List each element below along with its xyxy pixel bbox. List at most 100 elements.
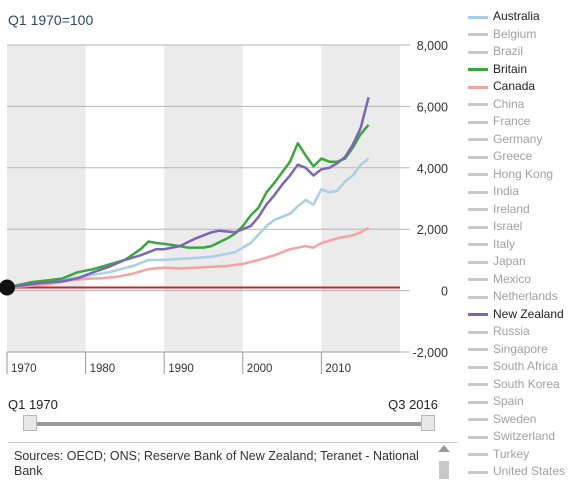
legend-swatch	[468, 348, 488, 351]
legend-label: Ireland	[493, 201, 530, 216]
legend-item[interactable]: Italy	[468, 236, 575, 254]
legend-item[interactable]: Singapore	[468, 341, 575, 359]
legend-swatch	[468, 400, 488, 404]
source-text: Sources: OECD; ONS; Reserve Bank of New …	[14, 449, 419, 478]
legend-item[interactable]: Greece	[468, 148, 575, 166]
legend-item[interactable]: Netherlands	[468, 288, 575, 306]
legend-item[interactable]: Spain	[468, 393, 575, 411]
legend-swatch	[468, 383, 488, 386]
series-line-canada	[6, 226, 370, 289]
chart-subtitle: Q1 1970=100	[8, 12, 94, 28]
legend-item[interactable]: Germany	[468, 131, 575, 149]
series-line-australia	[6, 157, 370, 289]
legend-swatch	[468, 330, 488, 334]
legend-item[interactable]: Sweden	[468, 411, 575, 429]
legend-item[interactable]: Switzerland	[468, 428, 575, 446]
y-tick-label: 0	[441, 285, 448, 299]
legend-swatch	[468, 295, 488, 299]
legend-label: New Zealand	[493, 306, 564, 321]
legend-label: Britain	[493, 61, 528, 76]
chart-area: -2,000 0 2,000 4,000 6,000 8,000 1970 1980 1990 2…	[0, 12, 448, 375]
legend-swatch	[468, 208, 488, 211]
y-tick-label: 8,000	[417, 39, 448, 53]
y-tick-label: 2,000	[417, 223, 448, 237]
slider-track[interactable]	[24, 422, 430, 426]
decade-band	[164, 45, 243, 352]
slider-end-handle[interactable]	[421, 415, 435, 431]
legend-item[interactable]: Mexico	[468, 271, 575, 289]
x-tick-label: 1990	[168, 363, 194, 375]
slider-start-label: Q1 1970	[8, 397, 58, 412]
legend-swatch	[468, 243, 488, 246]
legend-label: Netherlands	[493, 289, 558, 303]
legend-label: France	[493, 114, 531, 128]
legend-label: Hong Kong	[493, 166, 554, 181]
legend-label: South Africa	[493, 359, 558, 373]
start-point-marker	[0, 279, 15, 296]
legend-label: China	[493, 96, 525, 111]
decade-band	[7, 45, 86, 352]
x-tick-label: 1980	[90, 363, 116, 375]
legend-item[interactable]: South Africa	[468, 358, 575, 376]
legend-item[interactable]: Brazil	[468, 43, 575, 61]
legend-item[interactable]: South Korea	[468, 376, 575, 394]
line-chart: -2,000 0 2,000 4,000 6,000 8,000 1970 1980 1990 2…	[0, 39, 448, 375]
legend-label: Switzerland	[493, 429, 556, 443]
legend-item[interactable]: Ireland	[468, 201, 575, 219]
scroll-up-arrow-icon[interactable]	[438, 445, 450, 452]
date-range-slider[interactable]: Q1 1970 Q3 2016	[0, 392, 460, 440]
legend-label: Singapore	[493, 341, 548, 356]
legend-swatch	[468, 470, 488, 474]
legend-swatch	[468, 190, 488, 194]
legend-label: Brazil	[493, 44, 524, 58]
legend-label: India	[493, 184, 520, 198]
legend-label: South Korea	[493, 376, 560, 391]
legend-label: Germany	[493, 131, 543, 146]
x-tick-label: 2000	[247, 363, 273, 375]
legend-item[interactable]: Israel	[468, 218, 575, 236]
legend-label: Turkey	[493, 446, 530, 461]
legend-item[interactable]: Turkey	[468, 446, 575, 464]
source-note: Sources: OECD; ONS; Reserve Bank of New …	[8, 442, 458, 479]
legend-label: United States	[493, 464, 566, 478]
legend-label: Canada	[493, 79, 536, 93]
legend-item[interactable]: Russia	[468, 323, 575, 341]
y-tick-label: 6,000	[417, 100, 448, 114]
legend-item[interactable]: Hong Kong	[468, 166, 575, 184]
legend-swatch	[468, 68, 488, 71]
legend-item[interactable]: Belgium	[468, 26, 575, 44]
series-line-britain	[6, 123, 370, 289]
legend-swatch	[468, 85, 488, 89]
legend-swatch	[468, 103, 488, 106]
legend-item[interactable]: Australia	[468, 8, 575, 26]
decade-band	[321, 45, 400, 352]
legend-swatch	[468, 120, 488, 124]
slider-end-label: Q3 2016	[388, 397, 438, 412]
legend-label: Italy	[493, 236, 516, 251]
legend-item[interactable]: India	[468, 183, 575, 201]
legend-label: Australia	[493, 9, 540, 23]
legend-item[interactable]: Canada	[468, 78, 575, 96]
series-line-new-zealand	[6, 96, 370, 289]
legend-item[interactable]: France	[468, 113, 575, 131]
legend-label: Japan	[493, 254, 526, 268]
legend-label: Belgium	[493, 26, 537, 41]
legend-label: Sweden	[493, 411, 537, 426]
legend-label: Greece	[493, 149, 533, 163]
legend-label: Spain	[493, 394, 524, 408]
legend-item[interactable]: New Zealand	[468, 306, 575, 324]
slider-start-handle[interactable]	[23, 415, 37, 431]
legend-swatch	[468, 313, 488, 316]
y-tick-label: -2,000	[413, 346, 448, 360]
legend-item[interactable]: Japan	[468, 253, 575, 271]
source-scrollbar[interactable]	[438, 445, 450, 479]
legend-swatch	[468, 33, 488, 36]
legend-label: Russia	[493, 324, 530, 338]
x-tick-label: 2010	[325, 363, 351, 375]
legend-swatch	[468, 15, 488, 19]
legend-item[interactable]: China	[468, 96, 575, 114]
legend-item[interactable]: Britain	[468, 61, 575, 79]
scrollbar-thumb[interactable]	[439, 461, 449, 479]
y-tick-label: 4,000	[417, 162, 448, 176]
legend-item[interactable]: United States	[468, 463, 575, 481]
